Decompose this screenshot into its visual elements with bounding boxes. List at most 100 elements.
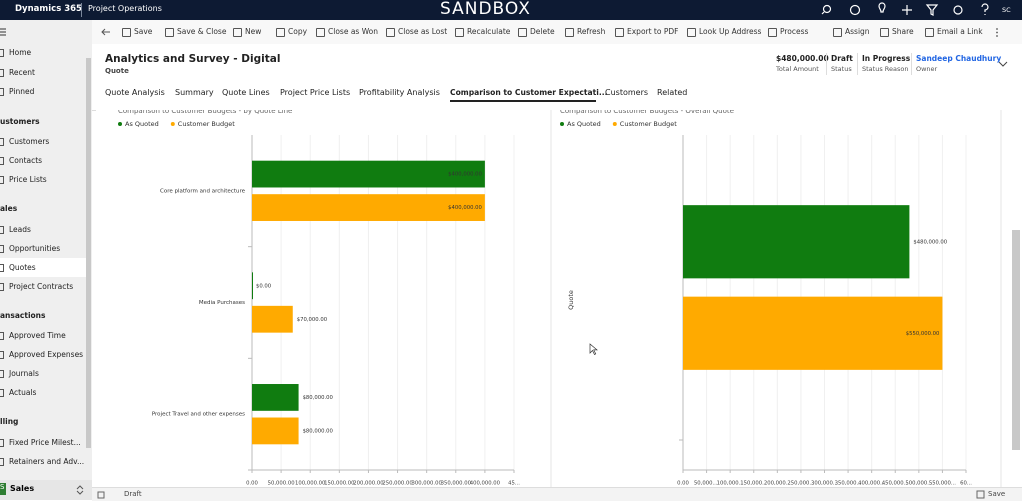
nav-item[interactable]: Home — [9, 48, 32, 57]
nav-icon — [0, 68, 4, 77]
nav-item[interactable]: Customers — [9, 137, 50, 146]
bar — [252, 384, 299, 411]
tab[interactable]: Project Price Lists — [280, 88, 351, 97]
switch-icon — [76, 485, 84, 495]
value-label: $400,000.00 — [448, 205, 482, 211]
command-label: Export to PDF — [627, 27, 679, 36]
new-icon[interactable] — [902, 5, 912, 15]
x-tick-label: 300,000.00 — [412, 481, 443, 487]
field-label: Total Amount — [776, 65, 819, 73]
legend-marker — [560, 122, 564, 126]
nav-item[interactable]: Actuals — [9, 388, 37, 397]
tab[interactable]: Quote Lines — [222, 88, 270, 97]
save-icon — [976, 490, 985, 499]
tab[interactable]: Related — [657, 88, 688, 97]
environment-label: SANDBOX — [440, 0, 531, 19]
nav-item[interactable]: Recent — [9, 67, 35, 77]
command-label: Recalculate — [467, 27, 511, 36]
command-icon — [233, 28, 242, 37]
nav-item[interactable]: Journals — [9, 369, 39, 378]
user-initials[interactable]: SC — [1002, 6, 1011, 14]
x-tick-label: 0.00 — [677, 481, 689, 487]
legend-marker — [118, 122, 122, 126]
nav-item[interactable]: Approved Expenses — [9, 350, 84, 359]
nav-item[interactable]: Pinned — [9, 87, 35, 96]
y-tick-label: Project Travel and other expenses — [152, 412, 245, 418]
command-icon — [687, 28, 696, 37]
tab[interactable]: Comparison to Customer Expectati... — [450, 88, 608, 97]
command-icon — [386, 28, 395, 37]
command-icon — [768, 28, 777, 37]
cursor — [589, 343, 598, 355]
nav-icon — [0, 351, 4, 359]
more-commands[interactable] — [994, 28, 1000, 38]
area-name: Project Operations — [88, 4, 162, 13]
nav-icon — [0, 438, 4, 447]
record-type: Quote — [105, 67, 129, 75]
value-label: $80,000.00 — [303, 395, 334, 401]
command-label: Look Up Address — [699, 27, 762, 36]
command-label: Close as Won — [328, 27, 379, 36]
content-scrollbar[interactable] — [1012, 230, 1020, 450]
sidebar-scrollbar[interactable] — [86, 58, 91, 448]
x-tick-label: 50,000.... — [694, 481, 720, 487]
x-tick-label: 550,000... — [929, 481, 956, 487]
idea-icon[interactable] — [878, 2, 886, 13]
nav-icon — [0, 176, 4, 184]
app-name[interactable]: Dynamics 365 — [15, 4, 82, 14]
nav-item[interactable]: Leads — [9, 224, 31, 234]
nav-icon — [0, 244, 4, 253]
x-tick-label: 200,000... — [764, 481, 791, 487]
nav-item[interactable]: Retainers and Adv... — [9, 456, 85, 466]
nav-group-title: ansactions — [0, 310, 46, 320]
popout-icon[interactable] — [97, 490, 106, 499]
task-icon[interactable] — [849, 4, 861, 16]
tab[interactable]: Quote Analysis — [105, 88, 165, 97]
command-icon — [518, 28, 527, 37]
tab[interactable]: Profitability Analysis — [359, 88, 440, 97]
nav-item[interactable]: Project Contracts — [9, 281, 74, 291]
field-label: Status Reason — [862, 65, 909, 73]
nav-item[interactable]: Contacts — [9, 156, 43, 165]
menu-icon[interactable] — [0, 28, 8, 36]
expand-header[interactable] — [998, 61, 1008, 67]
nav-item[interactable]: Approved Time — [9, 331, 66, 340]
command-label: Process — [780, 27, 809, 36]
save-button[interactable]: Save — [988, 490, 1006, 498]
filter-icon[interactable] — [925, 4, 939, 16]
nav-icon — [0, 49, 4, 57]
back-button[interactable] — [100, 27, 112, 37]
field-value[interactable]: Sandeep Chaudhury — [916, 54, 1002, 63]
nav-group-title: lling — [0, 417, 19, 426]
search-icon[interactable] — [822, 4, 832, 14]
nav-item[interactable]: Fixed Price Milest... — [9, 437, 81, 447]
field-value: In Progress — [862, 54, 911, 63]
nav-item[interactable]: Price Lists — [9, 175, 47, 184]
settings-icon[interactable] — [953, 5, 963, 15]
field-separator — [857, 53, 858, 75]
command-label: New — [245, 27, 262, 36]
area-icon: S — [0, 483, 6, 495]
command-icon — [316, 28, 325, 37]
tab[interactable]: Summary — [175, 88, 214, 97]
nav-icon — [0, 332, 4, 340]
command-label: Delete — [530, 27, 555, 36]
command-label: Assign — [845, 27, 870, 36]
nav-item[interactable]: Opportunities — [9, 243, 61, 253]
charts: Comparison to Customer Budgets - by Quot… — [118, 110, 1020, 487]
x-tick-label: 400,000... — [858, 481, 885, 487]
nav-group-title: ustomers — [0, 116, 40, 126]
value-label: $550,000.00 — [906, 331, 940, 337]
bar — [252, 272, 253, 300]
bar — [252, 194, 485, 221]
command-label: Refresh — [577, 27, 606, 36]
tab[interactable]: Customers — [605, 88, 649, 97]
nav-icon — [0, 457, 4, 466]
help-icon[interactable] — [981, 3, 989, 15]
command-label: Save & Close — [177, 27, 227, 36]
bar — [252, 417, 299, 445]
command-icon — [615, 28, 624, 37]
area-switcher[interactable]: S Sales — [0, 480, 92, 500]
nav-item[interactable]: Quotes — [9, 262, 36, 272]
nav-icon — [0, 88, 4, 96]
